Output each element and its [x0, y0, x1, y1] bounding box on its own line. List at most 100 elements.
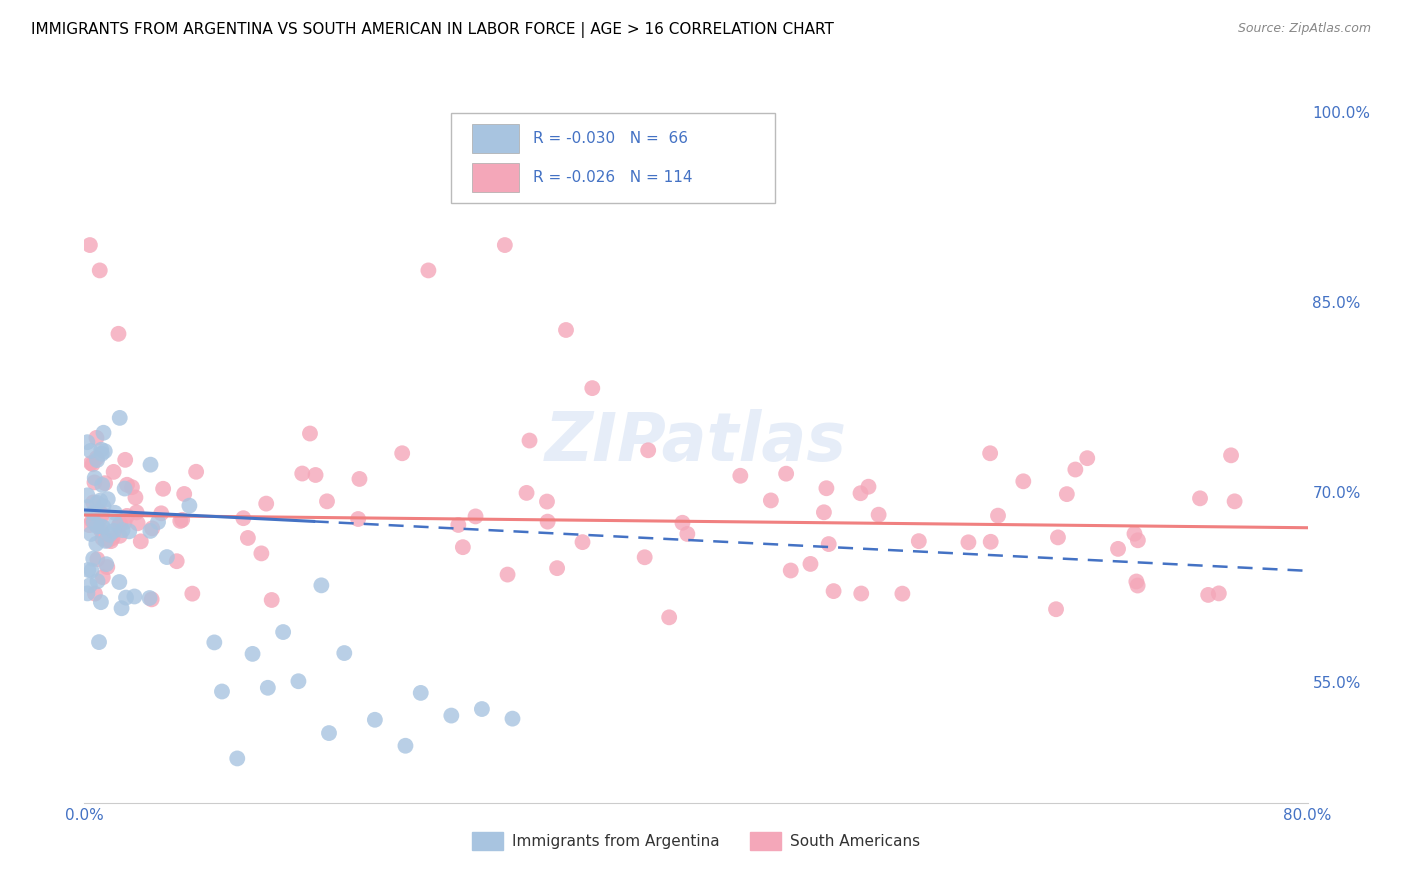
- Point: [100, 534, 122, 549]
- Point: [108, 518, 131, 533]
- Point: [260, 593, 283, 607]
- Point: [77, 563, 100, 577]
- Point: [139, 458, 162, 472]
- Point: [86, 537, 108, 551]
- Point: [82, 495, 104, 509]
- Point: [891, 587, 914, 601]
- Point: [311, 578, 333, 592]
- Point: [90, 442, 112, 457]
- Point: [101, 531, 124, 545]
- Point: [77, 518, 100, 533]
- Point: [979, 446, 1001, 460]
- Point: [79, 443, 101, 458]
- Point: [257, 681, 280, 695]
- Point: [98, 527, 121, 541]
- Point: [90, 595, 112, 609]
- Point: [89, 493, 111, 508]
- Point: [394, 739, 416, 753]
- Point: [91, 532, 114, 546]
- Point: [173, 487, 195, 501]
- Point: [634, 550, 657, 565]
- Point: [440, 708, 463, 723]
- Point: [107, 326, 129, 341]
- Point: [799, 557, 821, 571]
- Bar: [472, 163, 519, 193]
- Point: [90, 510, 112, 524]
- Point: [83, 515, 105, 529]
- Point: [823, 584, 845, 599]
- Point: [124, 491, 146, 505]
- Point: [555, 323, 578, 337]
- Point: [298, 426, 321, 441]
- Point: [184, 465, 207, 479]
- Point: [82, 551, 104, 566]
- Point: [1223, 494, 1246, 508]
- Point: [271, 625, 294, 640]
- Point: [166, 554, 188, 568]
- Point: [146, 515, 169, 529]
- Point: [152, 482, 174, 496]
- Point: [464, 509, 486, 524]
- Point: [333, 646, 356, 660]
- Point: [349, 472, 371, 486]
- Point: [86, 517, 108, 532]
- Point: [759, 493, 782, 508]
- Point: [87, 504, 110, 518]
- Text: IMMIGRANTS FROM ARGENTINA VS SOUTH AMERICAN IN LABOR FORCE | AGE > 16 CORRELATIO: IMMIGRANTS FROM ARGENTINA VS SOUTH AMERI…: [31, 22, 834, 38]
- Point: [364, 713, 387, 727]
- Point: [86, 552, 108, 566]
- Point: [851, 586, 873, 600]
- Point: [907, 534, 929, 549]
- Point: [139, 524, 162, 538]
- Point: [226, 751, 249, 765]
- Point: [96, 560, 118, 574]
- Point: [79, 578, 101, 592]
- Point: [813, 505, 835, 519]
- Point: [115, 477, 138, 491]
- Point: [125, 505, 148, 519]
- Point: [254, 497, 277, 511]
- Point: [391, 446, 413, 460]
- Point: [1056, 487, 1078, 501]
- Point: [236, 531, 259, 545]
- Point: [779, 564, 801, 578]
- Point: [89, 263, 111, 277]
- Legend: Immigrants from Argentina, South Americans: Immigrants from Argentina, South America…: [465, 826, 927, 856]
- Point: [676, 527, 699, 541]
- Point: [815, 481, 838, 495]
- Point: [250, 546, 273, 560]
- Point: [658, 610, 681, 624]
- Point: [471, 702, 494, 716]
- Point: [84, 587, 107, 601]
- Point: [1064, 462, 1087, 476]
- Point: [1012, 475, 1035, 489]
- Point: [169, 514, 191, 528]
- Text: Source: ZipAtlas.com: Source: ZipAtlas.com: [1237, 22, 1371, 36]
- Point: [93, 425, 115, 440]
- Point: [94, 533, 117, 548]
- Point: [516, 486, 538, 500]
- Bar: [472, 124, 519, 153]
- Point: [1046, 530, 1069, 544]
- Point: [103, 524, 125, 538]
- Point: [108, 410, 131, 425]
- Point: [571, 535, 593, 549]
- Point: [103, 465, 125, 479]
- Point: [86, 496, 108, 510]
- Point: [1126, 533, 1149, 548]
- Point: [987, 508, 1010, 523]
- Point: [80, 514, 103, 528]
- FancyBboxPatch shape: [451, 112, 776, 203]
- Point: [138, 591, 160, 605]
- Point: [202, 635, 225, 649]
- Point: [775, 467, 797, 481]
- Point: [104, 506, 127, 520]
- Point: [730, 468, 752, 483]
- Point: [1208, 586, 1230, 600]
- Point: [96, 557, 118, 571]
- Point: [291, 467, 314, 481]
- Point: [347, 512, 370, 526]
- Text: R = -0.026   N = 114: R = -0.026 N = 114: [533, 170, 693, 186]
- Point: [858, 480, 880, 494]
- Point: [671, 516, 693, 530]
